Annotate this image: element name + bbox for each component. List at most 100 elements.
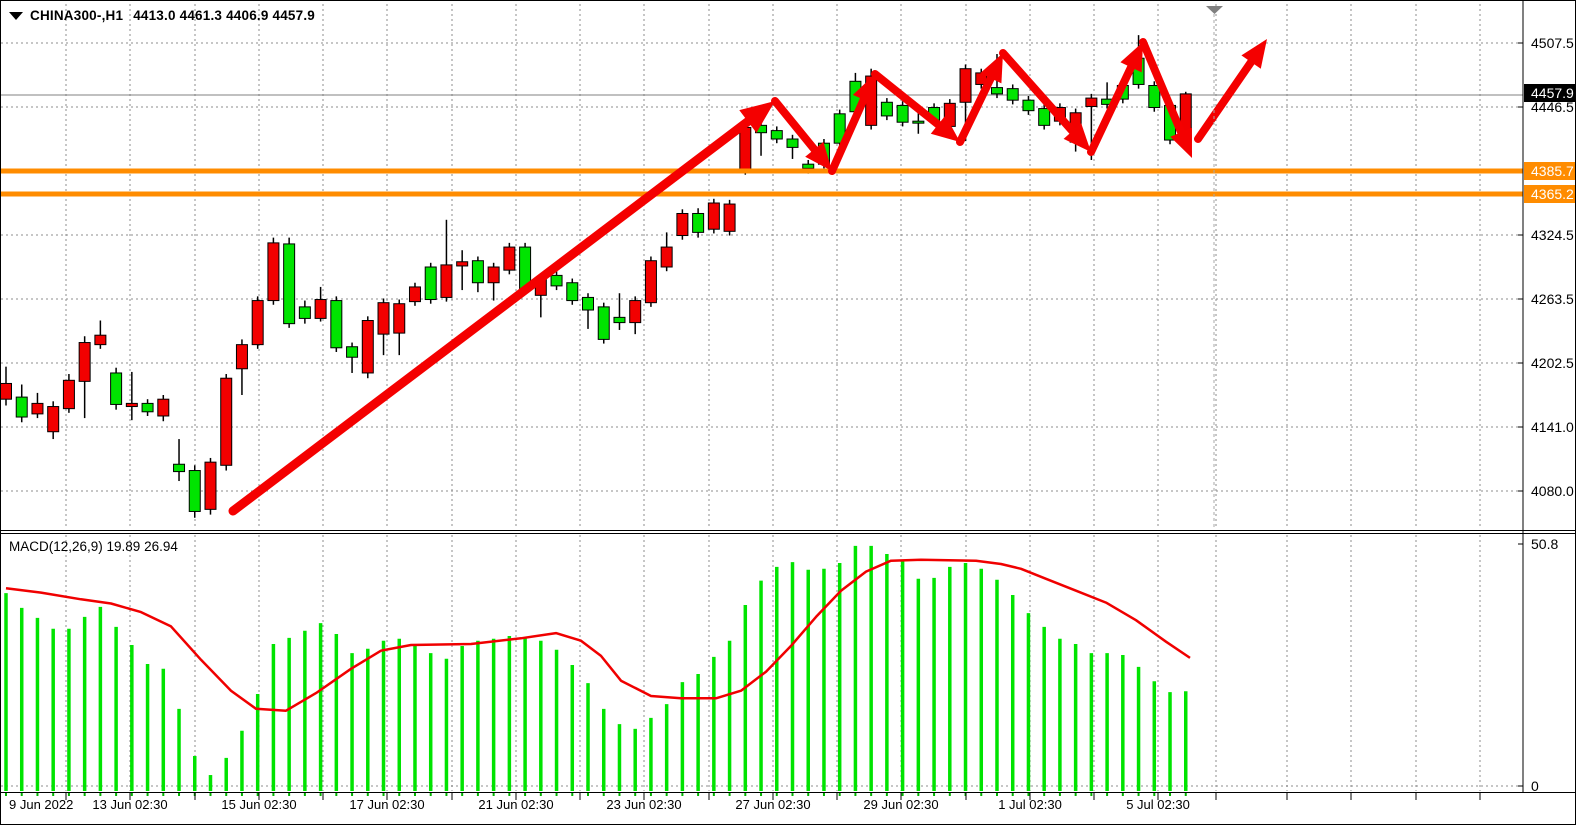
time-axis-label: 23 Jun 02:30 <box>606 797 682 812</box>
candle-bear <box>408 286 421 303</box>
candle-bear <box>314 299 327 319</box>
time-axis-label: 17 Jun 02:30 <box>349 797 425 812</box>
level-price-label: 4365.2 <box>1531 186 1574 202</box>
candle-bear <box>220 377 233 466</box>
candle-bull <box>298 306 311 319</box>
candle-bear <box>723 203 736 232</box>
candle-bear <box>78 342 91 382</box>
candle-bear <box>440 264 453 298</box>
pane-separator[interactable] <box>1 530 1575 531</box>
chart-shift-marker-icon[interactable] <box>1206 6 1223 14</box>
time-axis-label: 1 Jul 02:30 <box>998 797 1062 812</box>
price-axis-label: 4446.5 <box>1531 99 1574 115</box>
time-axis-label: 13 Jun 02:30 <box>92 797 168 812</box>
title-ohlc-values: 4413.0 4461.3 4406.9 4457.9 <box>133 8 316 23</box>
candle-bear <box>959 68 972 103</box>
trend-arrow-shaft[interactable] <box>871 70 948 133</box>
time-axis-label: 5 Jul 02:30 <box>1126 797 1190 812</box>
trend-arrow-shaft[interactable] <box>1087 56 1139 156</box>
trend-arrow-shaft[interactable] <box>828 89 871 175</box>
candle-bull <box>990 87 1003 95</box>
price-axis-label: 4080.0 <box>1531 483 1574 499</box>
macd-histogram <box>4 545 1188 791</box>
time-axis-label: 15 Jun 02:30 <box>221 797 297 812</box>
trend-arrow-head[interactable] <box>805 141 832 171</box>
macd-axis-max: 50.8 <box>1531 536 1558 552</box>
candle-bear <box>739 126 752 171</box>
chart-title: CHINA300-,H1 4413.0 4461.3 4406.9 4457.9 <box>9 8 315 23</box>
trend-arrow-head[interactable] <box>1063 123 1091 152</box>
trend-arrow-head[interactable] <box>930 115 960 142</box>
time-axis-label: 9 Jun 2022 <box>9 797 74 812</box>
candle-bear <box>377 302 390 335</box>
candle-bull <box>424 266 437 301</box>
candle-bull <box>1038 108 1051 126</box>
candle-bull <box>802 163 815 169</box>
candle-bull <box>188 470 201 512</box>
candle-bull <box>880 101 893 117</box>
candle-bull <box>582 296 595 311</box>
macd-pane[interactable]: 50.80 <box>1 531 1576 792</box>
candle-bear <box>125 402 138 408</box>
level-price-box <box>1524 162 1575 180</box>
trend-arrows[interactable] <box>228 38 1267 516</box>
candle-bear <box>676 212 689 237</box>
price-axis[interactable]: 4507.5 4446.5 4324.5 4263.5 4202.5 4141.0 4080… <box>1518 35 1576 499</box>
candle-bull <box>1022 99 1035 112</box>
candle-bull <box>1148 84 1161 109</box>
candle-bear <box>204 461 217 510</box>
macd-axis-min: 0 <box>1531 778 1539 792</box>
trend-arrow-shaft[interactable] <box>228 111 760 516</box>
price-axis-label: 4202.5 <box>1531 355 1574 371</box>
candle-bull <box>613 316 626 324</box>
trend-arrow-head[interactable] <box>980 53 1003 84</box>
price-axis-label: 4507.5 <box>1531 35 1574 51</box>
candle-bear <box>503 246 516 271</box>
trend-arrow-shaft[interactable] <box>1139 38 1188 143</box>
candle-bear <box>629 300 642 324</box>
candle-bear <box>487 266 500 284</box>
trend-arrow-head[interactable] <box>1241 39 1267 69</box>
candle-bull <box>173 463 186 473</box>
candle-bear <box>361 320 374 374</box>
candlestick-series <box>1 35 1192 518</box>
trend-arrow-shaft[interactable] <box>956 67 998 146</box>
macd-indicator-label: MACD(12,26,9) 19.89 26.94 <box>9 539 178 554</box>
trend-arrow-head[interactable] <box>1170 127 1192 158</box>
candle-bull <box>786 138 799 148</box>
candle-bear <box>707 202 720 230</box>
level-price-box <box>1524 185 1575 203</box>
candle-bear <box>251 300 264 346</box>
candle-bull <box>471 260 484 284</box>
current-price-box <box>1524 84 1575 102</box>
level-price-label: 4385.7 <box>1531 163 1574 179</box>
candle-bull <box>770 130 783 140</box>
candle-bear <box>235 344 248 370</box>
time-axis-label: 29 Jun 02:30 <box>863 797 939 812</box>
current-price-label: 4457.9 <box>1531 85 1574 101</box>
main-chart-pane[interactable]: 4507.5 4446.5 4324.5 4263.5 4202.5 4141.0 4080… <box>1 1 1576 531</box>
candle-bull <box>330 300 343 349</box>
candle-bull <box>550 274 563 287</box>
candle-bear <box>31 402 44 415</box>
trend-arrow-shaft[interactable] <box>999 49 1082 141</box>
trend-arrow-shaft[interactable] <box>771 97 823 159</box>
candle-bull <box>833 113 846 144</box>
time-axis[interactable]: 9 Jun 2022 13 Jun 02:30 15 Jun 02:30 17 Jun… <box>1 792 1575 824</box>
candle-bull <box>110 372 123 405</box>
candle-bear <box>47 406 60 433</box>
candle-bull <box>283 243 296 325</box>
trend-arrow-head[interactable] <box>852 74 875 105</box>
pane-separator-inner <box>1 533 1575 534</box>
price-axis-label: 4263.5 <box>1531 291 1574 307</box>
candle-bull <box>346 346 359 358</box>
candle-bear <box>393 303 406 334</box>
symbol-dropdown-icon[interactable] <box>9 11 23 20</box>
candle-bull <box>692 212 705 233</box>
trend-arrow-head[interactable] <box>1120 42 1143 73</box>
trend-arrow-head[interactable] <box>739 101 775 133</box>
candle-bull <box>141 402 154 413</box>
candle-bear <box>157 398 170 417</box>
trend-arrow-shaft[interactable] <box>1194 52 1260 143</box>
